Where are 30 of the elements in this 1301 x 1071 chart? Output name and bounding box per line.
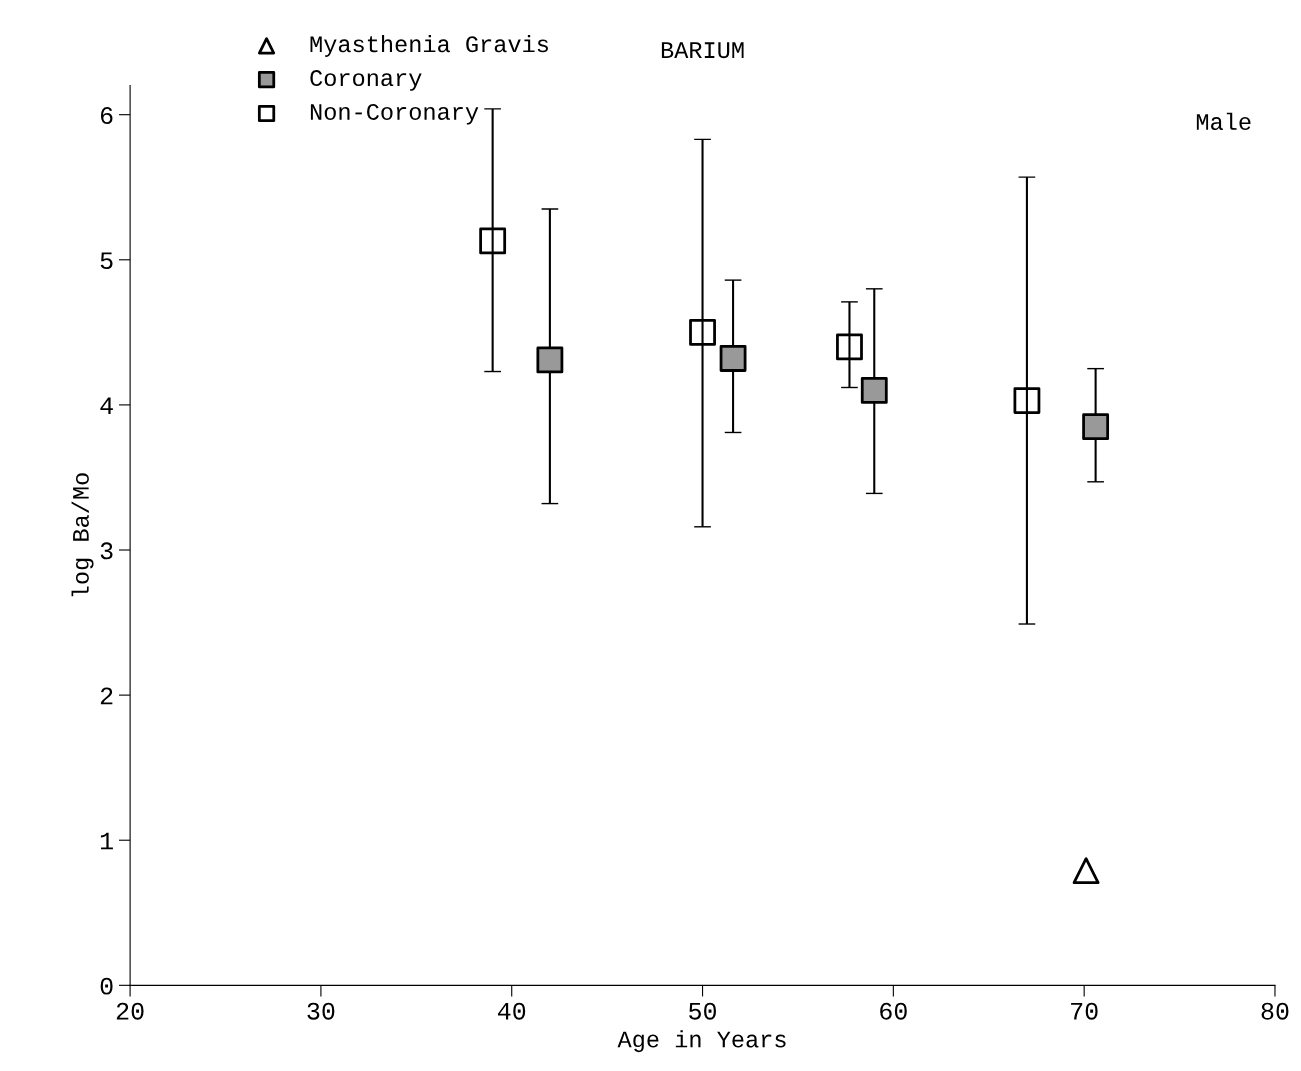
x-tick-label: 60 (880, 1002, 907, 1020)
annotation: Male (1196, 112, 1251, 131)
point (860, 376, 888, 404)
chart-title: BARIUM (661, 42, 744, 59)
x-tick-label: 40 (497, 1002, 526, 1020)
legend-label: Myasthenia Gravis (310, 34, 548, 57)
point (719, 345, 747, 372)
legend-label: Coronary (310, 70, 422, 91)
point (836, 333, 863, 361)
point (1013, 387, 1041, 414)
point (479, 227, 507, 255)
x-tick-label: 80 (1261, 1002, 1289, 1020)
y-tick-label: 4 (100, 397, 113, 414)
y-axis-title: log Ba/Mo (71, 473, 94, 597)
x-tick-label: 30 (307, 1002, 335, 1020)
point (689, 318, 716, 346)
legend-label: Non-Coronary (310, 103, 479, 125)
y-tick-label: 1 (100, 832, 113, 850)
x-tick-label: 20 (116, 1002, 144, 1020)
point (1082, 413, 1110, 441)
point (1072, 857, 1100, 885)
y-tick-label: 6 (100, 107, 113, 125)
y-tick-label: 0 (100, 977, 113, 995)
point (536, 346, 564, 374)
y-tick-label: 3 (100, 542, 113, 560)
x-tick-label: 70 (1071, 1002, 1098, 1020)
y-tick-label: 5 (100, 252, 113, 270)
x-axis-title: Age in Years (617, 1030, 786, 1053)
y-tick-label: 2 (100, 687, 113, 705)
x-tick-label: 50 (689, 1002, 716, 1020)
